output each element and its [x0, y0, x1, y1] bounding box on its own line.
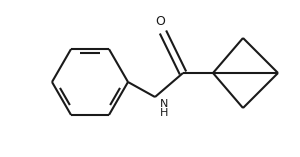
- Text: N
H: N H: [160, 99, 168, 118]
- Text: O: O: [155, 15, 165, 28]
